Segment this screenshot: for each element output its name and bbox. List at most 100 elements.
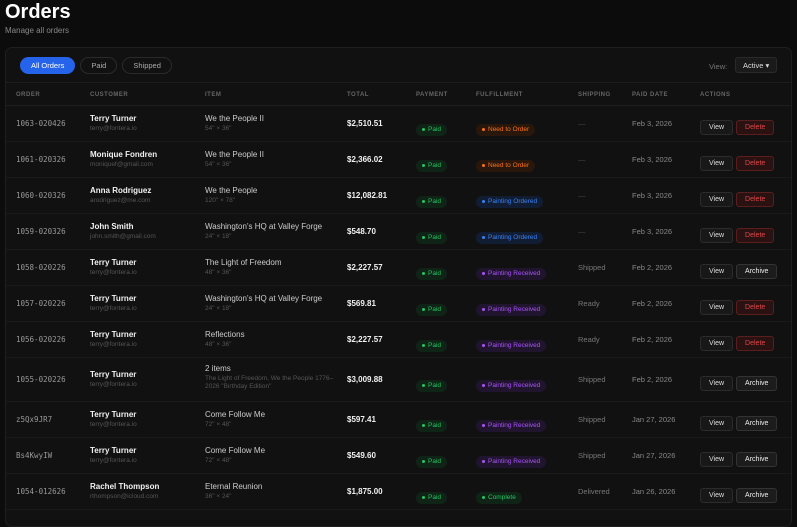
customer-email: john.smith@gmail.com bbox=[90, 233, 156, 240]
delete-button[interactable]: Delete bbox=[736, 300, 775, 315]
fulfillment-status: Painting Received bbox=[488, 270, 541, 277]
delete-button[interactable]: Delete bbox=[736, 120, 775, 135]
tab-paid[interactable]: Paid bbox=[80, 57, 118, 74]
order-id[interactable]: Bs4KwyIW bbox=[16, 451, 53, 460]
order-id[interactable]: 1058-020226 bbox=[16, 263, 66, 272]
row-actions: View Archive bbox=[700, 372, 780, 391]
paid-date: Feb 2, 2026 bbox=[632, 299, 673, 308]
order-total: $2,510.51 bbox=[347, 119, 383, 128]
fulfillment-status: Need to Order bbox=[488, 126, 530, 133]
delete-button[interactable]: Delete bbox=[736, 336, 775, 351]
item-detail: 120" × 78" bbox=[205, 197, 236, 204]
customer: Monique Fondren moniquef@gmail.com bbox=[90, 150, 157, 168]
item-name: We the People bbox=[205, 186, 258, 195]
item-detail: 36" × 24" bbox=[205, 493, 232, 500]
table-row[interactable]: 1060-020326 Anna Rodriguez arodriguez@me… bbox=[6, 178, 791, 214]
status-dot-icon bbox=[422, 236, 425, 239]
status-dot-icon bbox=[422, 460, 425, 463]
archive-button[interactable]: Archive bbox=[736, 264, 778, 279]
view-button[interactable]: View bbox=[700, 192, 734, 207]
delete-button[interactable]: Delete bbox=[736, 156, 775, 171]
payment-badge: Paid bbox=[416, 190, 448, 208]
order-id[interactable]: 1056-020226 bbox=[16, 335, 66, 344]
archive-button[interactable]: Archive bbox=[736, 488, 778, 503]
status-dot-icon bbox=[422, 384, 425, 387]
table-row[interactable]: Bs4KwyIW Terry Turner terry@fontera.io C… bbox=[6, 438, 791, 474]
table-row[interactable]: 1059-020326 John Smith john.smith@gmail.… bbox=[6, 214, 791, 250]
fulfillment-badge: Painting Received bbox=[476, 414, 547, 432]
fulfillment-status: Painting Received bbox=[488, 342, 541, 349]
payment-status: Paid bbox=[428, 234, 442, 241]
table-row[interactable]: 1061-020326 Monique Fondren moniquef@gma… bbox=[6, 142, 791, 178]
delete-button[interactable]: Delete bbox=[736, 228, 775, 243]
view-select[interactable]: Active ▾ bbox=[735, 57, 778, 73]
tab-all-orders[interactable]: All Orders bbox=[20, 57, 76, 74]
column-header-order: ORDER bbox=[16, 92, 41, 98]
view-button[interactable]: View bbox=[700, 156, 734, 171]
fulfillment-status: Painting Ordered bbox=[488, 234, 538, 241]
customer-email: terry@fontera.io bbox=[90, 269, 137, 276]
table-row[interactable]: 1057-020226 Terry Turner terry@fontera.i… bbox=[6, 286, 791, 322]
table-row[interactable]: 1054-012626 Rachel Thompson rthompson@ic… bbox=[6, 474, 791, 510]
customer-name: Terry Turner bbox=[90, 330, 137, 339]
item-detail: The Light of Freedom, We the People 1776… bbox=[205, 375, 334, 390]
customer: Terry Turner terry@fontera.io bbox=[90, 258, 137, 276]
view-button[interactable]: View bbox=[700, 376, 734, 391]
payment-badge: Paid bbox=[416, 262, 448, 280]
view-button[interactable]: View bbox=[700, 488, 734, 503]
item: Come Follow Me 72" × 48" bbox=[205, 410, 337, 429]
payment-badge: Paid bbox=[416, 450, 448, 468]
view-button[interactable]: View bbox=[700, 228, 734, 243]
table-row[interactable]: 1055-020226 Terry Turner terry@fontera.i… bbox=[6, 358, 791, 402]
item-name: 2 items bbox=[205, 364, 231, 373]
order-id[interactable]: 1060-020326 bbox=[16, 191, 66, 200]
order-id[interactable]: 1055-020226 bbox=[16, 375, 66, 384]
order-id[interactable]: 1054-012626 bbox=[16, 487, 66, 496]
delete-button[interactable]: Delete bbox=[736, 192, 775, 207]
tab-shipped[interactable]: Shipped bbox=[122, 57, 172, 74]
page-subtitle: Manage all orders bbox=[5, 26, 70, 35]
payment-badge: Paid bbox=[416, 374, 448, 392]
orders-panel: All Orders Paid Shipped View: Active ▾ O… bbox=[5, 47, 792, 527]
table-row[interactable]: 1058-020226 Terry Turner terry@fontera.i… bbox=[6, 250, 791, 286]
view-button[interactable]: View bbox=[700, 120, 734, 135]
view-button[interactable]: View bbox=[700, 452, 734, 467]
archive-button[interactable]: Archive bbox=[736, 416, 778, 431]
item-detail: 24" × 18" bbox=[205, 305, 232, 312]
item-detail: 24" × 18" bbox=[205, 233, 232, 240]
view-button[interactable]: View bbox=[700, 416, 734, 431]
fulfillment-status: Need to Order bbox=[488, 162, 530, 169]
order-id[interactable]: z5Qx9JR7 bbox=[16, 415, 53, 424]
view-button[interactable]: View bbox=[700, 336, 734, 351]
shipping-status: Delivered bbox=[578, 487, 610, 496]
order-id[interactable]: 1063-020426 bbox=[16, 119, 66, 128]
item: The Light of Freedom 48" × 36" bbox=[205, 258, 337, 277]
status-dot-icon bbox=[482, 308, 485, 311]
order-id[interactable]: 1061-020326 bbox=[16, 155, 66, 164]
shipping-status: — bbox=[578, 119, 586, 128]
archive-button[interactable]: Archive bbox=[736, 452, 778, 467]
paid-date: Feb 2, 2026 bbox=[632, 263, 673, 272]
shipping-status: Ready bbox=[578, 299, 600, 308]
order-total: $2,366.02 bbox=[347, 155, 383, 164]
item-name: Come Follow Me bbox=[205, 446, 266, 455]
customer: Anna Rodriguez arodriguez@me.com bbox=[90, 186, 151, 204]
paid-date: Jan 27, 2026 bbox=[632, 451, 676, 460]
row-actions: View Delete bbox=[700, 332, 777, 351]
view-button[interactable]: View bbox=[700, 300, 734, 315]
customer-email: terry@fontera.io bbox=[90, 125, 137, 132]
payment-status: Paid bbox=[428, 494, 442, 501]
item-name: Come Follow Me bbox=[205, 410, 266, 419]
order-id[interactable]: 1059-020326 bbox=[16, 227, 66, 236]
table-row[interactable]: 1063-020426 Terry Turner terry@fontera.i… bbox=[6, 106, 791, 142]
customer-name: Terry Turner bbox=[90, 446, 137, 455]
order-id[interactable]: 1057-020226 bbox=[16, 299, 66, 308]
table-row[interactable]: z5Qx9JR7 Terry Turner terry@fontera.io C… bbox=[6, 402, 791, 438]
item-detail: 72" × 48" bbox=[205, 421, 232, 428]
view-button[interactable]: View bbox=[700, 264, 734, 279]
customer-name: John Smith bbox=[90, 222, 134, 231]
table-row[interactable]: 1056-020226 Terry Turner terry@fontera.i… bbox=[6, 322, 791, 358]
row-actions: View Delete bbox=[700, 296, 777, 315]
archive-button[interactable]: Archive bbox=[736, 376, 778, 391]
column-header-fulfillment: FULFILLMENT bbox=[476, 92, 523, 98]
